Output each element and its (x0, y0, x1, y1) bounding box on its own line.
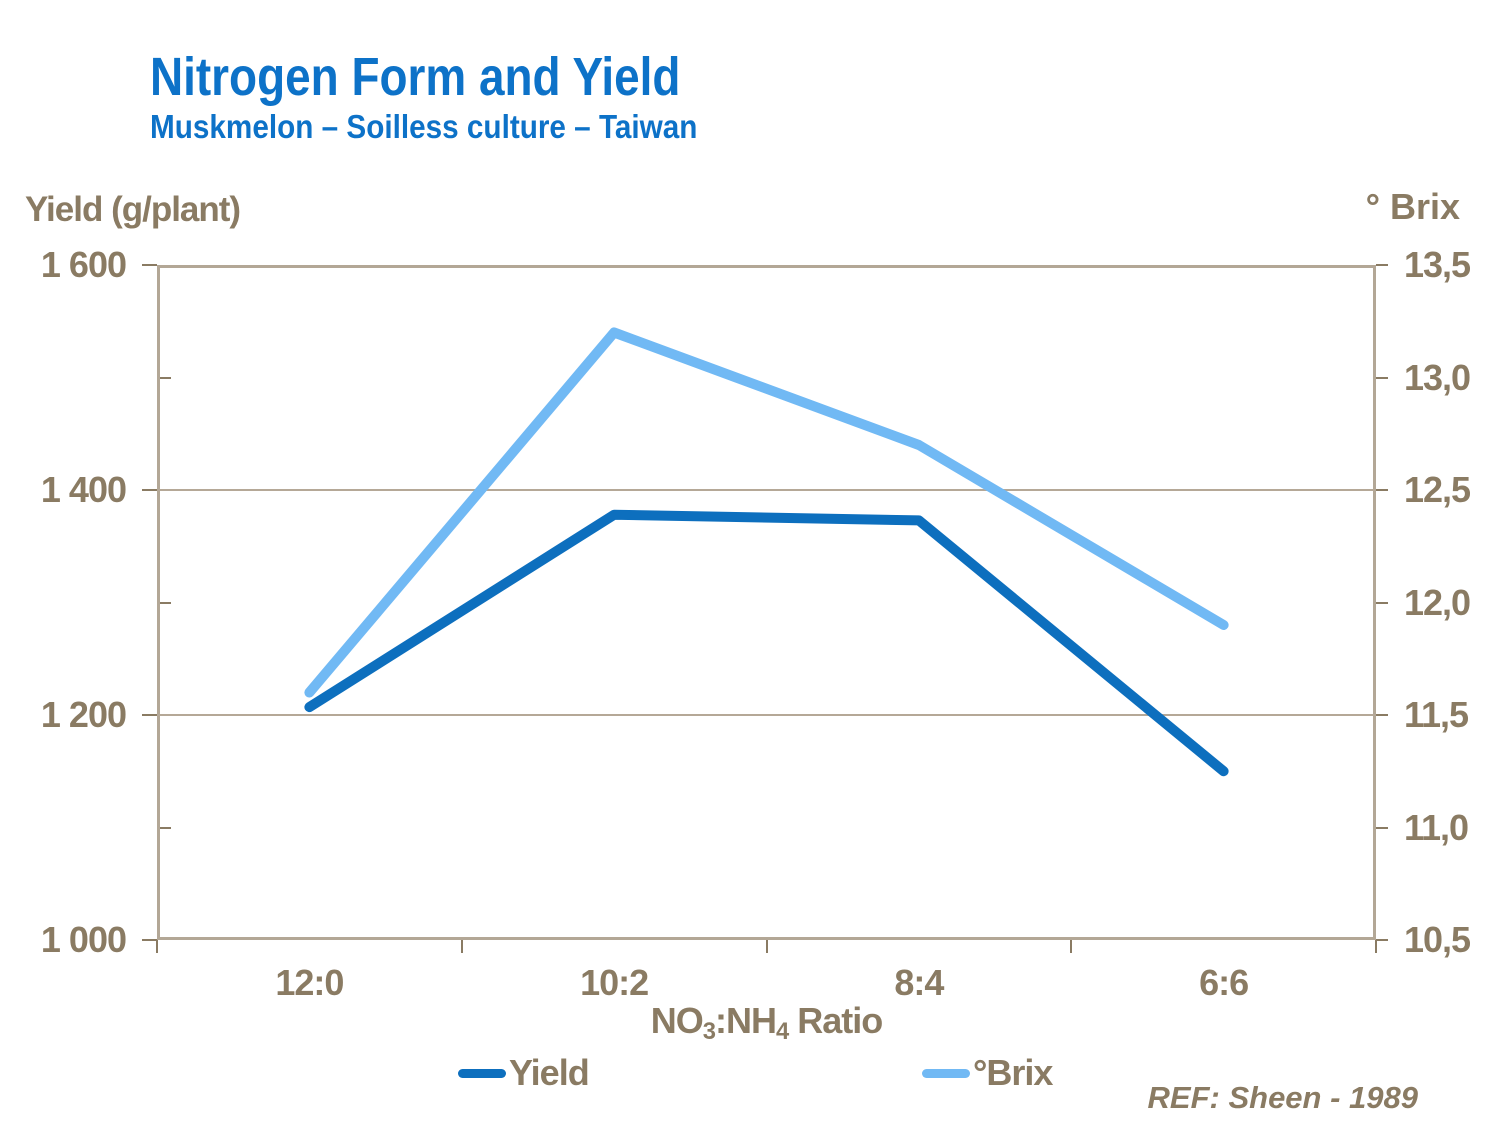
x-tick-label: 6:6 (1199, 962, 1249, 1003)
y-tick-label: 1 000 (40, 919, 127, 960)
page-title: Nitrogen Form and Yield (150, 47, 681, 107)
gridline (157, 489, 1376, 491)
series-line-yield (304, 509, 1229, 777)
y2-axis-tick (1376, 376, 1388, 379)
y2-axis-tick (1376, 264, 1388, 266)
series-line-brix (304, 327, 1229, 698)
y-tick-label: 1 400 (40, 469, 127, 510)
legend-item-yield: Yield (458, 1052, 590, 1094)
y-axis-tick (142, 264, 157, 266)
y2-tick-label: 12,0 (1404, 581, 1471, 623)
x-tick-label: 12:0 (275, 962, 344, 1003)
y-axis-tick (142, 489, 157, 491)
yield-line-swatch-icon (458, 1068, 506, 1078)
y-tick-label: 1 200 (40, 694, 127, 735)
y2-tick-label: 11,0 (1404, 806, 1469, 848)
x-axis-title-text: Ratio (788, 1000, 883, 1041)
page-subtitle: Muskmelon – Soilless culture – Taiwan (150, 108, 698, 145)
legend-item-brix: °Brix (922, 1052, 1053, 1094)
y2-tick-label: 10,5 (1404, 919, 1471, 960)
y2-tick-label: 12,5 (1404, 469, 1471, 510)
x-axis-title: NO3:NH4 Ratio (157, 1000, 1376, 1045)
series-plot (304, 327, 1229, 777)
y2-axis-tick (1376, 714, 1388, 716)
left-axis-title: Yield (g/plant) (25, 190, 241, 229)
x-tick-label: 8:4 (894, 962, 944, 1003)
brix-line-swatch-icon (922, 1068, 970, 1078)
x-tick-label: 10:2 (580, 962, 649, 1003)
x-axis-tick (765, 940, 768, 953)
x-axis-tick (156, 940, 158, 953)
plot-area (157, 265, 1376, 940)
legend-label-brix: °Brix (973, 1052, 1053, 1093)
y-axis-minor-tick (160, 826, 171, 829)
y2-tick-label: 11,5 (1404, 694, 1469, 735)
x-axis-tick (1375, 940, 1377, 953)
y-axis-tick (142, 714, 157, 716)
y2-tick-label: 13,0 (1404, 356, 1471, 398)
x-axis-title-text: NO (650, 1000, 704, 1041)
x-axis-title-text: :NH (715, 1000, 777, 1041)
y2-axis-tick (1376, 489, 1388, 491)
y2-axis-tick (1376, 939, 1388, 941)
x-axis-title-subscript: 4 (775, 1017, 789, 1045)
y-axis-minor-tick (160, 601, 171, 604)
right-axis-title: ° Brix (1365, 186, 1460, 227)
y2-axis-tick (1376, 826, 1388, 829)
reference-text: REF: Sheen - 1989 (1147, 1080, 1418, 1115)
x-axis-title-subscript: 3 (702, 1017, 716, 1045)
x-axis-tick (460, 940, 463, 953)
y2-axis-tick (1376, 601, 1388, 604)
y-tick-label: 1 600 (40, 244, 127, 285)
y-axis-tick (142, 939, 157, 941)
y-axis-minor-tick (160, 376, 171, 379)
gridline (157, 714, 1376, 716)
x-axis-tick (1070, 940, 1073, 953)
y2-tick-label: 13,5 (1404, 244, 1471, 285)
legend-label-yield: Yield (509, 1052, 590, 1093)
